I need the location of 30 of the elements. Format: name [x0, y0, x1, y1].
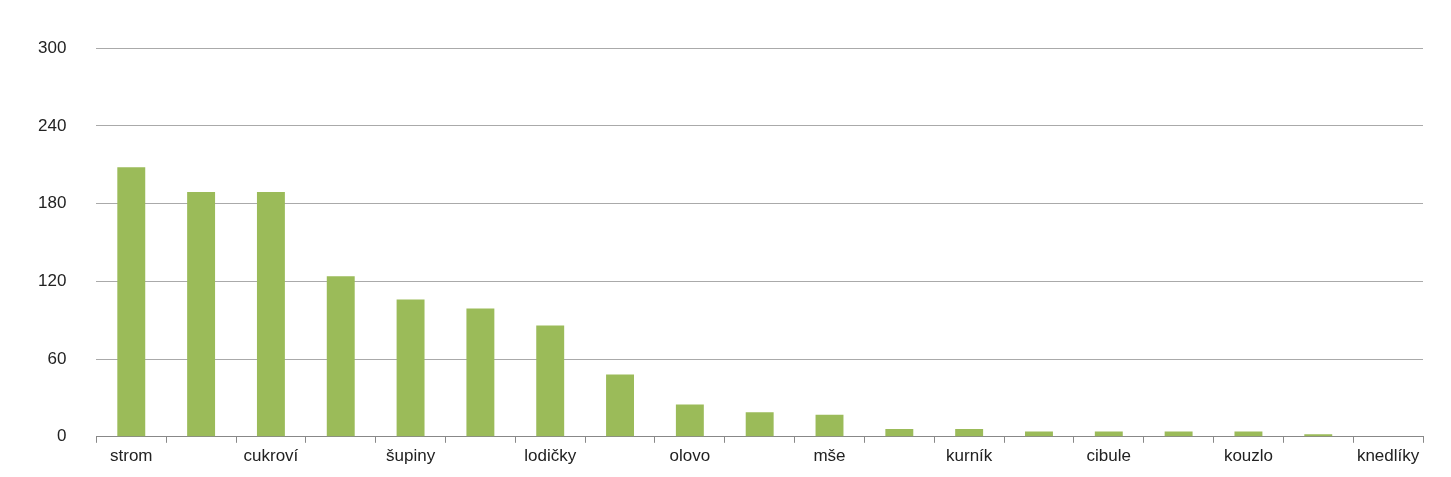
- bar: [675, 404, 704, 437]
- bar: [955, 429, 984, 437]
- bar: [326, 276, 355, 437]
- y-tick-label: 180: [37, 193, 67, 213]
- x-tick-label: olovo: [669, 445, 711, 465]
- x-tick-label: šupiny: [386, 445, 436, 465]
- bar: [536, 325, 565, 437]
- bar: [885, 429, 914, 437]
- x-tick-label: knedlíky: [1356, 445, 1420, 465]
- bar: [466, 308, 495, 437]
- bar: [815, 414, 844, 437]
- bar: [1304, 434, 1333, 437]
- x-tick-label: cukroví: [243, 445, 299, 465]
- bar: [256, 191, 285, 437]
- x-tick-label: mše: [813, 445, 846, 465]
- x-tick-label: kurník: [946, 445, 993, 465]
- y-tick-label: 300: [37, 37, 67, 57]
- bar: [396, 299, 425, 437]
- y-tick-label: 240: [37, 115, 67, 135]
- x-tick-label: strom: [110, 445, 153, 465]
- bar: [745, 412, 774, 437]
- y-tick-label: 120: [37, 271, 67, 291]
- y-tick-label: 0: [56, 426, 67, 446]
- bar: [187, 191, 216, 437]
- x-tick-label: kouzlo: [1223, 445, 1274, 465]
- bar: [117, 167, 146, 437]
- bar: [606, 374, 634, 437]
- x-tick-label: lodičky: [524, 445, 577, 465]
- x-tick-label: cibule: [1086, 445, 1132, 465]
- y-tick-label: 60: [47, 348, 67, 368]
